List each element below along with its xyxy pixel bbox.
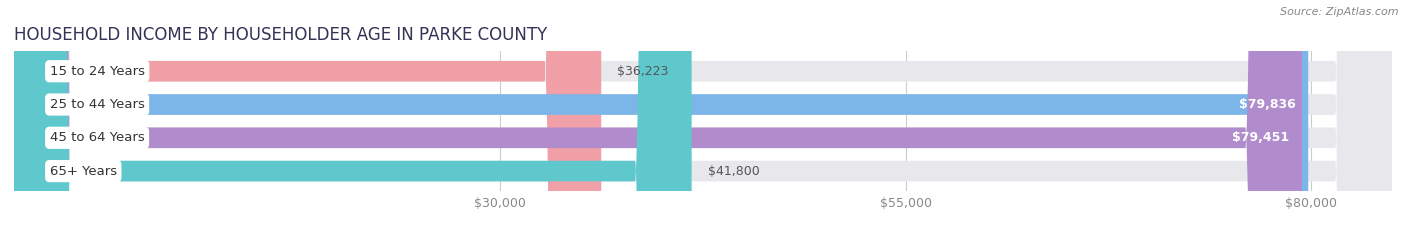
Text: 65+ Years: 65+ Years [49,164,117,178]
Text: Source: ZipAtlas.com: Source: ZipAtlas.com [1281,7,1399,17]
FancyBboxPatch shape [14,0,692,233]
FancyBboxPatch shape [14,0,1392,233]
Text: HOUSEHOLD INCOME BY HOUSEHOLDER AGE IN PARKE COUNTY: HOUSEHOLD INCOME BY HOUSEHOLDER AGE IN P… [14,26,547,44]
FancyBboxPatch shape [14,0,602,233]
Text: $41,800: $41,800 [707,164,759,178]
FancyBboxPatch shape [14,0,1302,233]
Text: $79,836: $79,836 [1239,98,1295,111]
Text: $79,451: $79,451 [1232,131,1289,144]
FancyBboxPatch shape [14,0,1392,233]
Text: 45 to 64 Years: 45 to 64 Years [49,131,145,144]
Text: 25 to 44 Years: 25 to 44 Years [49,98,145,111]
FancyBboxPatch shape [14,0,1308,233]
Text: $36,223: $36,223 [617,65,669,78]
FancyBboxPatch shape [14,0,1392,233]
FancyBboxPatch shape [14,0,1392,233]
Text: 15 to 24 Years: 15 to 24 Years [49,65,145,78]
